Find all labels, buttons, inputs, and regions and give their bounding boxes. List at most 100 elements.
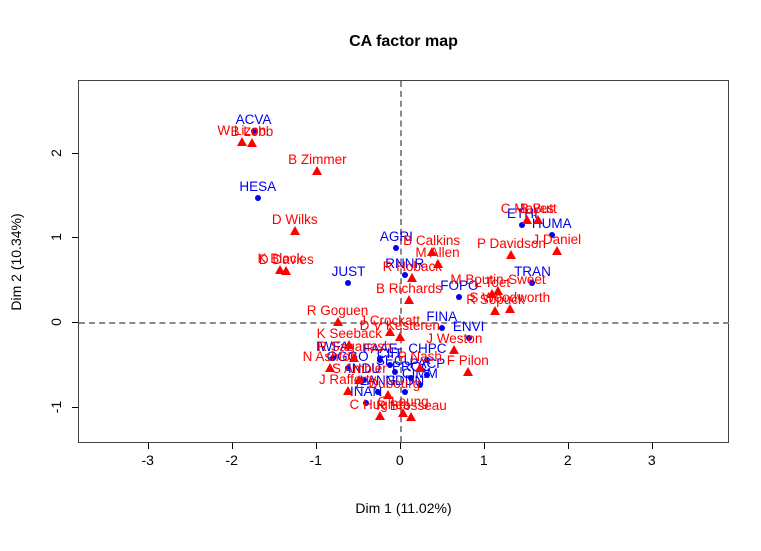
mp-label-J-Weston: J Weston [426,330,483,346]
zero-vertical-dashed-line [400,81,402,442]
committee-label-ENVI: ENVI [452,319,485,335]
y-tick-label: 2 [48,148,64,157]
mp-label-C-Mayes: C Mayes [500,201,555,217]
committee-point-AGRI [393,244,400,251]
mp-point-W-Lizon [236,136,247,146]
mp-label-R-Hoback: R Hoback [382,259,442,274]
zero-horizontal-dashed-line [79,322,729,324]
mp-label-N-Ashton: N Ashton [302,348,358,364]
mp-point-B-Zimmer [312,165,323,175]
committee-point-ACVA [250,127,257,134]
mp-label-K-Seeback: K Seeback [316,325,382,341]
committee-point-FOPO [456,293,463,300]
committee-label-CIIT: CIIT [376,346,403,362]
committee-label-TRAN: TRAN [514,264,551,280]
y-axis-label: Dim 2 (10.34%) [8,213,24,311]
committee-point-IWFA [329,355,336,362]
x-tick-label: 3 [647,452,656,468]
mp-point-B-Calkins [426,246,437,256]
y-tick-mark [72,406,78,408]
x-tick-mark [483,443,485,449]
mp-point-C-Hughes [374,410,385,420]
committee-label-ACVA: ACVA [235,111,272,127]
committee-label-CHPC: CHPC [408,341,447,357]
mp-point-C-Mayes [522,215,533,225]
mp-point-R-Saganash [349,353,360,363]
committee-point-CIMM [416,382,423,389]
mp-label-B-Butt: B Butt [519,201,557,217]
committee-point-OGGO [344,364,351,371]
mp-label-S-Ambler: S Ambler [332,361,387,377]
mp-label-W-Lizon: W Lizon [217,122,267,138]
committee-label-AGRI: AGRI [379,228,413,244]
mp-point-J-Weston [449,344,460,354]
mp-point-M-Allen [432,258,443,268]
committee-label-FAAE: FAAE [363,341,398,357]
committee-point-CIIT [386,362,393,369]
mp-point-J-Daniel [551,245,562,255]
committee-label-FINA: FINA [426,308,458,324]
committee-label-HESA: HESA [239,178,277,194]
mp-label-R-Saganash: R Saganash [317,339,392,355]
committee-label-INDU: INDU [347,361,381,377]
mp-label-R-Brosseau: R Brosseau [376,397,447,413]
committee-label-IWFA: IWFA [316,339,350,355]
mp-label-J-Daniel: J Daniel [532,231,582,247]
committee-label-SECU: SECU [375,352,414,368]
mp-point-R-Goguen [332,317,343,327]
mp-point-P-Davidson [506,250,517,260]
mp-label-E-Dubourg: E Dubourg [355,375,421,391]
mp-point-S-Woodworth [504,304,515,314]
committee-label-RNNR: RNNR [385,255,425,271]
mp-label-K-Block: K Block [257,250,304,266]
y-tick-label: 1 [48,233,64,242]
committee-point-HESA [254,194,261,201]
y-tick-label: -1 [48,400,64,413]
mp-point-N-Ashton [325,362,335,372]
mp-label-C-Leung: C Leung [377,394,429,410]
committee-point-PACP [424,372,431,379]
mp-point-E-Dubourg [382,389,393,399]
committee-label-INAN: INAN [349,384,383,400]
committee-label-JUST: JUST [331,264,366,280]
mp-point-B-Richards [403,295,414,305]
committee-point-CHPC [424,357,431,364]
mp-point-B-Lobb [246,138,257,148]
x-tick-label: 2 [563,452,572,468]
mp-point-F-Pilon [462,366,473,376]
mp-point-K-Seeback [344,339,355,349]
y-tick-mark [72,322,78,323]
mp-label-C-Hughes: C Hughes [349,396,410,412]
mp-point-M-Boutin-Sweet [493,285,503,295]
mp-label-B-Calkins: B Calkins [403,232,461,248]
mp-label-B-Lobb: B Lobb [230,124,274,140]
plot-border [78,80,729,443]
mp-label-P-Davidson: P Davidson [477,236,546,252]
x-tick-label: 0 [395,452,404,468]
y-tick-mark [72,237,78,239]
committee-point-INDU [361,377,368,384]
committee-point-JUST [345,280,352,287]
mp-point-J-Crockatt [384,327,395,337]
mp-label-M-Allen: M Allen [415,244,460,260]
committee-point-ENVI [465,335,472,342]
mp-label-S-Woodworth: S Woodworth [469,290,551,306]
committee-point-SECU [391,368,398,375]
mp-point-D-Wilks [289,226,300,236]
mp-label-M-Boutin-Sweet: M Boutin-Sweet [450,271,546,287]
chart-title: CA factor map [349,33,458,50]
committee-point-NDDN [401,389,408,396]
mp-point-C-Leung [398,408,409,418]
committee-point-HUMA [548,231,555,238]
committee-point-PROC [408,374,415,381]
mp-label-D-V-Kesteren: D V Kesteren [359,318,440,334]
mp-point-S-Ambler [354,375,365,385]
mp-point-J-Rafferty [342,386,353,396]
committee-point-RNNR [401,271,408,278]
mp-point-P-Nash [414,362,425,372]
mp-label-R-Sopuck: R Sopuck [466,292,525,307]
mp-label-B-Richards: B Richards [375,281,442,296]
committee-point-INAN [363,400,370,407]
mp-label-J-Rafferty: J Rafferty [318,372,377,388]
